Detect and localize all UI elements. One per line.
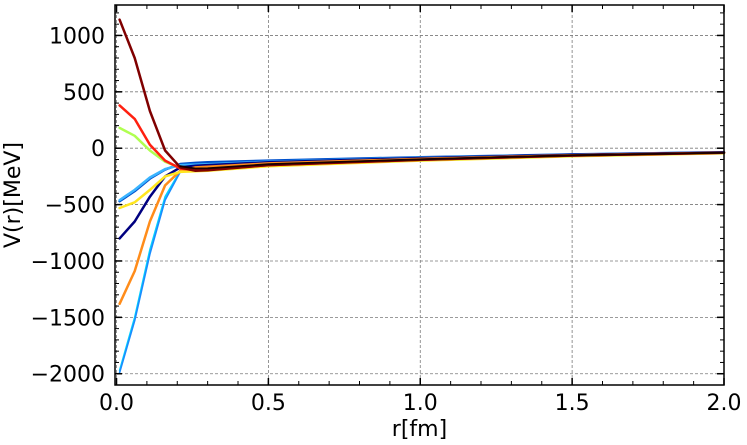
y-tick-label-2: −1000 <box>31 250 105 275</box>
series-layer <box>118 18 726 374</box>
y-tick-label-3: −500 <box>45 194 105 219</box>
x-tick-label-4: 2.0 <box>707 391 742 416</box>
grid <box>115 5 725 385</box>
tick-marks <box>115 5 725 385</box>
y-tick-label-1: −1500 <box>31 306 105 331</box>
y-tick-label-5: 500 <box>63 81 105 106</box>
series-line-4 <box>118 151 726 240</box>
x-tick-label-1: 0.5 <box>251 391 286 416</box>
y-tick-label-6: 1000 <box>49 24 105 49</box>
y-tick-label-4: 0 <box>91 137 105 162</box>
y-tick-label-0: −2000 <box>31 363 105 388</box>
series-line-0 <box>118 151 725 372</box>
x-tick-label-3: 1.5 <box>555 391 590 416</box>
series-line-1 <box>118 151 725 374</box>
x-tick-label-2: 1.0 <box>403 391 438 416</box>
series-line-10 <box>179 151 725 170</box>
tick-labels: 0.0 0.5 1.0 1.5 2.0 −2000 −1500 −1000 −500 0 500 10… <box>31 24 742 416</box>
x-tick-label-0: 0.0 <box>99 391 134 416</box>
plot-frame <box>114 4 725 386</box>
x-axis-label: r[fm] <box>392 417 447 442</box>
series-line-5 <box>118 151 726 306</box>
y-axis-label: V(r)[MeV] <box>1 142 26 248</box>
